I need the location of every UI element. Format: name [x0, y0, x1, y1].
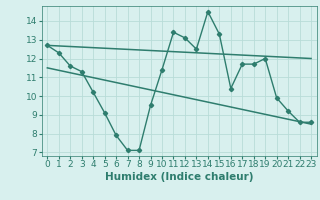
X-axis label: Humidex (Indice chaleur): Humidex (Indice chaleur): [105, 172, 253, 182]
